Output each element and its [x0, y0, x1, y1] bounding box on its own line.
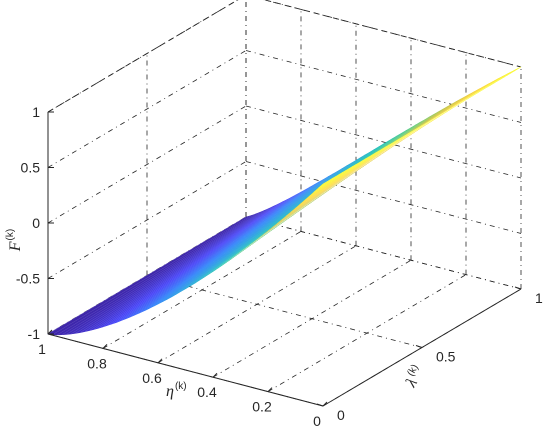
surface-mesh-line — [121, 181, 320, 321]
surface-mesh-line — [162, 157, 361, 302]
surface-mesh-line — [134, 173, 334, 316]
surface-mesh-line — [130, 176, 329, 318]
surface-mesh-line — [47, 216, 247, 335]
surface-mesh-line — [194, 138, 393, 284]
surface-mesh-line — [144, 168, 343, 312]
surface-mesh-line — [66, 210, 265, 335]
surface-mesh-line — [79, 203, 279, 333]
grid-line — [263, 0, 522, 68]
grid-line — [245, 216, 522, 290]
box-edge — [263, 0, 522, 68]
surface-mesh-line — [107, 189, 306, 326]
lambda-tick-mark — [514, 286, 522, 290]
surface-mesh-line — [84, 201, 283, 332]
lambda-tick-label: 0 — [337, 407, 345, 423]
eta-tick-label: 0.2 — [252, 399, 272, 415]
surface-mesh-line — [125, 178, 325, 319]
z-tick-label: -1 — [28, 326, 41, 342]
z-tick-label: 0 — [32, 215, 40, 231]
surface-mesh-line — [157, 160, 357, 305]
grid-line — [47, 105, 247, 224]
eta-tick-label: 0.6 — [142, 370, 162, 386]
surface-mesh-line — [75, 206, 274, 334]
surface-mesh-line — [171, 151, 370, 297]
grid-line — [245, 50, 522, 123]
surface-mesh-line — [139, 170, 338, 314]
axis-layer: 10.50-0.5-110.80.60.40.20 00.51 — [16, 104, 543, 426]
surface-mesh-line — [212, 127, 412, 272]
surface-mesh-line — [189, 141, 389, 287]
grid-line — [146, 275, 423, 348]
surface-mesh-line — [93, 196, 292, 330]
grid-line — [245, 161, 522, 234]
surface-mesh-line — [208, 130, 407, 275]
lambda-axis-label-base: λ — [402, 375, 421, 390]
surface-mesh-line — [185, 143, 384, 289]
eta-tick-label: 1 — [38, 341, 46, 357]
lambda-tick-label: 1 — [535, 290, 543, 306]
z-tick-label: 1 — [32, 104, 40, 120]
surface-mesh-line — [148, 165, 347, 309]
surface-mesh-line — [180, 146, 380, 292]
eta-axis-label: η(k) — [166, 381, 187, 400]
surface-mesh-line — [217, 124, 416, 269]
surface-mesh-line — [176, 149, 375, 295]
surface-mesh-line — [199, 135, 398, 281]
surface-mesh-line — [112, 186, 311, 325]
surface-mesh-line — [57, 213, 256, 336]
z-axis-label-sup: (k) — [5, 229, 16, 241]
eta-tick-label: 0 — [313, 413, 321, 426]
eta-axis-label-sup: (k) — [175, 381, 187, 392]
z-tick-label: 0.5 — [21, 160, 41, 176]
lambda-axis-label: λ(k) — [401, 363, 428, 391]
eta-axis-label-base: η — [166, 383, 174, 400]
surface-mesh-line — [153, 162, 352, 307]
lambda-axis-label-sup: (k) — [405, 363, 420, 379]
surface-mesh-line — [70, 208, 270, 335]
surface-mesh-line — [61, 212, 260, 335]
surface-mesh-line — [203, 132, 402, 278]
surface-mesh-line — [89, 199, 288, 331]
z-axis-label: F(k) — [5, 229, 24, 252]
surface-layer — [47, 66, 522, 336]
z-axis-label-base: F — [7, 241, 24, 252]
lambda-tick-mark — [415, 345, 423, 348]
box-edge — [47, 0, 239, 113]
surface-mesh-line — [98, 194, 297, 329]
surface-mesh-line — [116, 184, 315, 323]
surface-mesh-line — [102, 191, 302, 328]
grid-line — [245, 105, 522, 179]
surface-mesh-line — [167, 154, 366, 300]
eta-tick-label: 0.8 — [87, 355, 107, 371]
grid-line — [47, 50, 247, 168]
lambda-tick-label: 0.5 — [436, 349, 456, 365]
z-tick-label: -0.5 — [16, 271, 40, 287]
eta-tick-label: 0.4 — [197, 384, 217, 400]
grid-line — [47, 161, 247, 279]
surface-mesh-line — [52, 215, 251, 335]
